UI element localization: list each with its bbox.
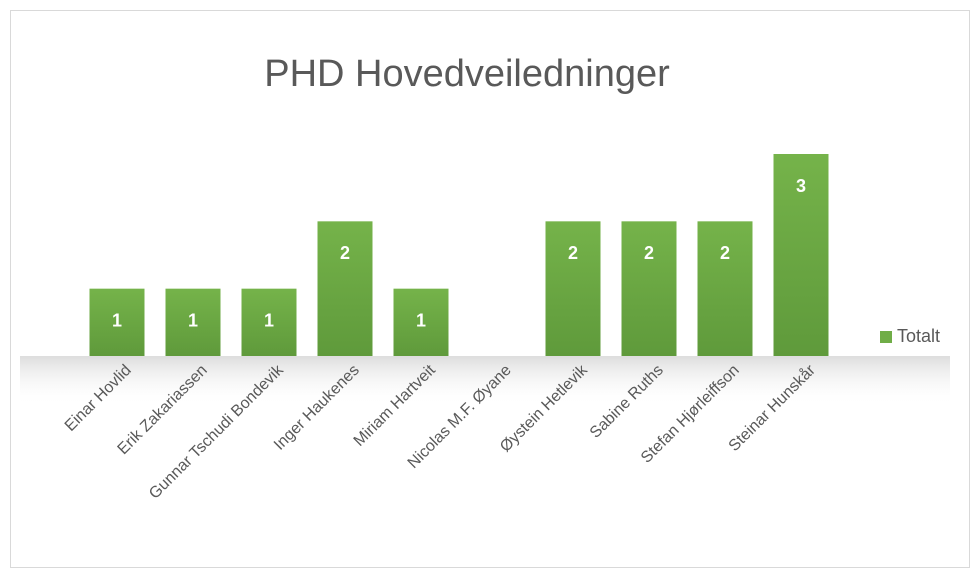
chart-title: PHD Hovedveiledninger — [264, 53, 670, 95]
bar — [241, 288, 297, 356]
data-label: 2 — [644, 243, 654, 263]
bar — [165, 288, 221, 356]
floor-shadow — [20, 356, 950, 406]
data-label: 1 — [416, 310, 426, 330]
bar — [545, 221, 601, 356]
data-label: 1 — [112, 310, 122, 330]
bar — [89, 288, 145, 356]
legend-swatch — [880, 331, 892, 343]
data-label: 1 — [264, 310, 274, 330]
bar — [393, 288, 449, 356]
data-label: 0 — [492, 317, 502, 337]
bar — [773, 154, 829, 356]
bar — [317, 221, 373, 356]
bar — [621, 221, 677, 356]
data-label: 2 — [568, 243, 578, 263]
data-label: 2 — [340, 243, 350, 263]
data-label: 3 — [796, 176, 806, 196]
bar — [697, 221, 753, 356]
data-label: 1 — [188, 310, 198, 330]
legend-label: Totalt — [897, 326, 940, 346]
data-label: 2 — [720, 243, 730, 263]
